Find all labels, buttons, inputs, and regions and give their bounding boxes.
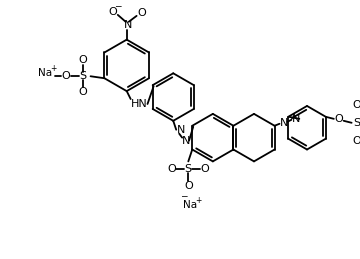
Text: N: N (182, 136, 190, 146)
Text: N: N (123, 20, 132, 30)
Text: +: + (50, 64, 56, 73)
Text: Na: Na (38, 68, 52, 78)
Text: N: N (292, 114, 301, 124)
Text: O: O (78, 55, 87, 66)
Text: O: O (167, 164, 176, 174)
Text: O: O (184, 181, 193, 191)
Text: O: O (334, 114, 343, 124)
Text: S: S (185, 164, 192, 174)
Text: Na: Na (183, 200, 197, 210)
Text: +: + (195, 196, 201, 205)
Text: S: S (353, 118, 360, 128)
Text: O: O (352, 136, 360, 146)
Text: O: O (201, 164, 210, 174)
Text: −: − (180, 192, 187, 200)
Text: HN: HN (131, 99, 148, 109)
Text: −: − (114, 2, 122, 10)
Text: S: S (79, 71, 86, 81)
Text: O: O (352, 100, 360, 110)
Text: N: N (177, 125, 185, 135)
Text: O: O (62, 71, 70, 81)
Text: O: O (108, 7, 117, 17)
Text: O: O (78, 87, 87, 97)
Text: O: O (137, 8, 146, 18)
Text: N: N (280, 118, 289, 128)
